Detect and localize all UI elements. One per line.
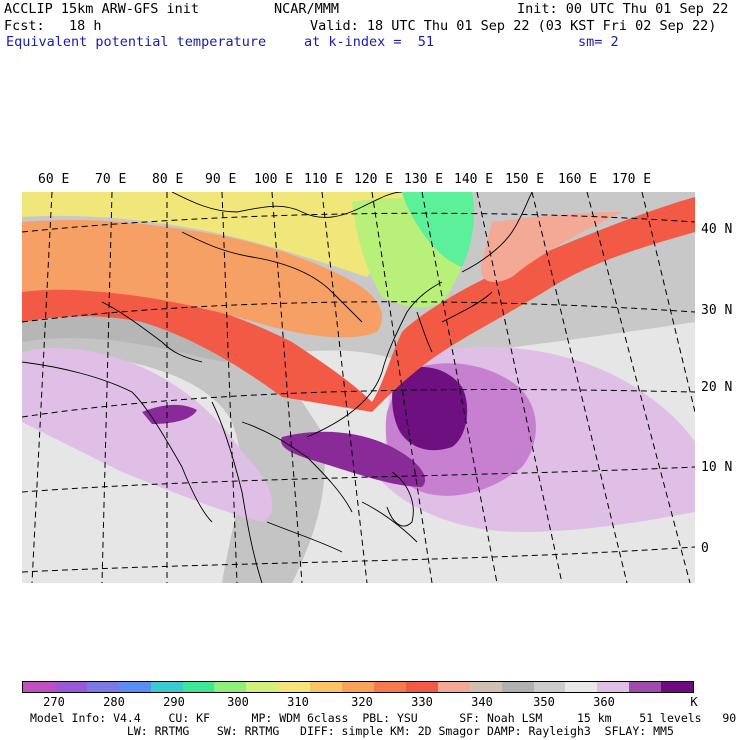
colorbar-swatch xyxy=(437,682,470,692)
coastline xyxy=(22,361,213,523)
coastline xyxy=(361,501,418,543)
coastline xyxy=(306,281,443,438)
model-info-line-1: Model Info: V4.4 CU: KF MP: WDM 6class P… xyxy=(30,711,740,725)
colorbar-swatch xyxy=(629,682,662,692)
graticule-line xyxy=(476,192,563,583)
init-time: Init: 00 UTC Thu 01 Sep 22 xyxy=(517,1,729,17)
lon-label: 70 E xyxy=(95,172,127,187)
graticule xyxy=(22,192,695,583)
graticule-line xyxy=(641,192,695,413)
colorbar-label: 350 xyxy=(533,695,555,709)
colorbar-swatch xyxy=(661,682,694,692)
graticule-line xyxy=(31,192,53,583)
lon-label: 140 E xyxy=(454,172,494,187)
lat-label: 40 N xyxy=(701,222,733,237)
colorbar-swatch xyxy=(278,682,311,692)
deep-purple-typhoon xyxy=(392,367,468,451)
lon-label: 160 E xyxy=(558,172,598,187)
colorbar-swatch xyxy=(246,682,279,692)
red-warm-band xyxy=(22,197,695,412)
coastline xyxy=(266,521,343,553)
graticule-line xyxy=(531,192,628,583)
colorbar-swatch xyxy=(405,682,438,692)
colorbar-label: 310 xyxy=(287,695,309,709)
coastline xyxy=(181,231,363,323)
graticule-line xyxy=(321,192,368,583)
forecast-hour: Fcst: 18 h xyxy=(4,18,102,34)
colorbar xyxy=(22,681,694,693)
graticule-line xyxy=(101,192,113,583)
graticule-line xyxy=(221,192,238,583)
center-label: NCAR/MMM xyxy=(274,1,340,17)
lon-label: 100 E xyxy=(254,172,294,187)
purple-south-china-sea xyxy=(281,431,426,487)
graticule-line xyxy=(371,192,433,583)
green-northeast-asia xyxy=(402,192,474,267)
model-info-line-2: LW: RRTMG SW: RRTMG DIFF: simple KM: 2D … xyxy=(30,724,674,738)
coastline xyxy=(211,401,263,583)
colorbar-label: 320 xyxy=(351,695,373,709)
coastline xyxy=(461,192,533,273)
colorbar-label: 280 xyxy=(103,695,125,709)
field-name: Equivalent potential temperature xyxy=(6,34,267,50)
colorbar-label: 290 xyxy=(163,695,185,709)
graticule-line xyxy=(271,192,303,583)
lon-label: 170 E xyxy=(612,172,652,187)
lat-label: 10 N xyxy=(701,460,733,475)
lon-label: 90 E xyxy=(205,172,237,187)
colorbar-label: 300 xyxy=(227,695,249,709)
lat-label: 0 xyxy=(701,541,709,556)
colorbar-swatch xyxy=(501,682,534,692)
valid-time: Valid: 18 UTC Thu 01 Sep 22 (03 KST Fri … xyxy=(310,18,717,34)
coastline xyxy=(241,421,353,513)
colorbar-swatch xyxy=(86,682,119,692)
graticule-line xyxy=(421,192,498,583)
weather-map xyxy=(22,192,695,583)
colorbar-swatch xyxy=(565,682,598,692)
colorbar-swatch xyxy=(533,682,566,692)
colorbar-swatch xyxy=(23,682,55,692)
lavender-north-indian xyxy=(22,348,273,522)
colorbar-swatch xyxy=(182,682,215,692)
orange-band xyxy=(22,220,382,338)
lat-label: 30 N xyxy=(701,303,733,318)
graticule-line xyxy=(586,192,691,583)
coastline xyxy=(101,301,203,363)
colorbar-swatch xyxy=(118,682,151,692)
colorbar-label: 340 xyxy=(471,695,493,709)
coastline xyxy=(416,311,433,353)
colorbar-swatch xyxy=(342,682,374,692)
lon-label: 150 E xyxy=(505,172,545,187)
lon-label: 60 E xyxy=(38,172,70,187)
colorbar-swatch xyxy=(373,682,406,692)
purple-bay-of-bengal xyxy=(142,404,197,424)
plot-title: ACCLIP 15km ARW-GFS init xyxy=(4,1,200,17)
colorbar-label: 330 xyxy=(411,695,433,709)
colorbar-swatch xyxy=(597,682,630,692)
coastline xyxy=(386,471,414,527)
coastlines xyxy=(22,192,533,583)
lon-label: 130 E xyxy=(404,172,444,187)
colorbar-label: 360 xyxy=(593,695,615,709)
colorbar-swatch xyxy=(214,682,247,692)
colorbar-label: 270 xyxy=(43,695,65,709)
colorbar-unit: K xyxy=(690,695,698,709)
colorbar-swatch xyxy=(310,682,343,692)
lon-label: 80 E xyxy=(152,172,184,187)
lon-label: 120 E xyxy=(354,172,394,187)
coastline xyxy=(441,291,493,323)
pink-east-band xyxy=(481,212,622,282)
yellow-band xyxy=(22,192,422,277)
coastline xyxy=(171,192,403,218)
lon-label: 110 E xyxy=(304,172,344,187)
smoothing-label: sm= 2 xyxy=(578,34,619,50)
colorbar-swatch xyxy=(469,682,502,692)
colorbar-swatch xyxy=(150,682,183,692)
level-label: at k-index = 51 xyxy=(304,34,435,50)
lat-label: 20 N xyxy=(701,380,733,395)
colorbar-swatch xyxy=(54,682,87,692)
